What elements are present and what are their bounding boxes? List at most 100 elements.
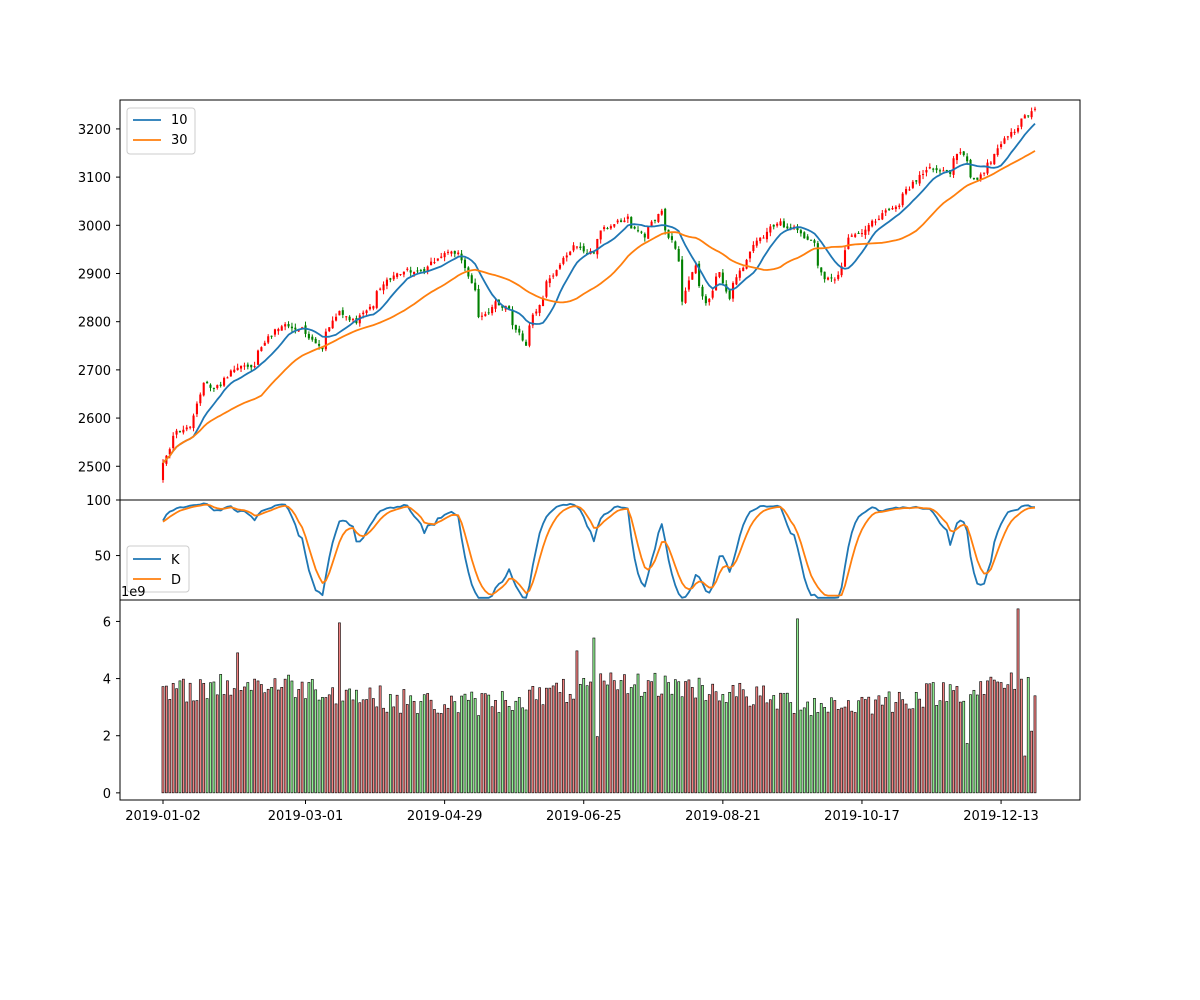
volume-bar xyxy=(884,697,888,794)
candle-body xyxy=(178,431,182,433)
candle-body xyxy=(202,382,205,396)
candle-body xyxy=(718,272,721,277)
volume-bar xyxy=(205,698,209,794)
volume-bar xyxy=(568,693,572,794)
candle-body xyxy=(955,154,959,161)
volume-bar xyxy=(589,681,592,794)
candle-body xyxy=(1003,138,1006,144)
legend-k-label: K xyxy=(171,553,180,568)
volume-bar xyxy=(263,692,267,794)
candle-body xyxy=(708,298,711,303)
kd-plot-area xyxy=(120,500,1080,600)
volume-bar xyxy=(293,697,297,794)
volume-bar xyxy=(562,678,565,794)
volume-bar xyxy=(575,650,579,794)
candle-body xyxy=(270,335,273,337)
volume-bar xyxy=(558,692,562,794)
price-y-tick-label: 3100 xyxy=(78,171,111,186)
candle-body xyxy=(871,220,874,227)
candle-body xyxy=(324,331,327,350)
candle-body xyxy=(894,206,897,209)
candle-body xyxy=(501,306,504,308)
price-y-tick-label: 2500 xyxy=(78,460,111,475)
volume-bar xyxy=(511,710,514,794)
candle-body xyxy=(467,267,470,277)
volume-bar xyxy=(321,697,324,794)
candle-body xyxy=(463,259,467,268)
candle-body xyxy=(765,231,769,240)
volume-bar xyxy=(874,699,877,794)
volume-bar xyxy=(942,682,945,794)
candle-body xyxy=(959,152,962,154)
candle-body xyxy=(260,347,263,352)
candle-body xyxy=(185,427,188,430)
volume-bar xyxy=(826,711,830,794)
candle-body xyxy=(962,151,965,156)
x-tick-label: 2019-06-25 xyxy=(546,809,622,824)
volume-bar xyxy=(226,680,229,794)
volume-bar xyxy=(796,618,799,794)
price-y-tick-label: 3200 xyxy=(78,123,111,138)
volume-bar xyxy=(358,702,362,794)
volume-bar xyxy=(687,679,691,794)
candle-body xyxy=(555,270,558,276)
volume-bar xyxy=(521,707,525,794)
volume-bar xyxy=(724,702,728,794)
volume-bar xyxy=(813,698,816,794)
candle-body xyxy=(443,253,446,258)
volume-bar xyxy=(870,713,874,794)
volume-bar xyxy=(229,694,233,794)
candle-body xyxy=(616,220,619,223)
candle-body xyxy=(345,316,348,318)
candle-body xyxy=(233,369,236,372)
candle-body xyxy=(229,370,232,377)
volume-bar xyxy=(341,700,345,794)
candle-body xyxy=(175,430,178,435)
candle-body xyxy=(1023,115,1026,119)
candle-body xyxy=(277,329,280,332)
candle-body xyxy=(972,178,975,180)
volume-bar xyxy=(595,736,599,794)
volume-bar xyxy=(680,696,684,794)
volume-bar xyxy=(514,700,518,794)
volume-bar xyxy=(314,689,318,794)
volume-bar xyxy=(609,672,613,794)
volume-bar xyxy=(361,699,365,794)
volume-bar xyxy=(1013,688,1016,794)
volume-bar xyxy=(880,704,884,794)
candle-body xyxy=(287,324,290,327)
volume-bar xyxy=(816,712,820,794)
volume-bar xyxy=(847,700,850,794)
volume-bar xyxy=(619,680,623,794)
candle-body xyxy=(538,305,541,313)
candle-body xyxy=(328,327,331,332)
volume-bar xyxy=(935,705,938,794)
price-legend: 10 30 xyxy=(126,107,196,155)
candle-body xyxy=(511,309,514,326)
volume-bar xyxy=(857,700,860,794)
candle-body xyxy=(748,251,752,259)
candle-body xyxy=(925,170,928,173)
volume-bar xyxy=(728,692,731,794)
kd-y-tick-label: 50 xyxy=(94,550,111,565)
candle-body xyxy=(657,214,660,222)
volume-bar xyxy=(701,685,704,794)
volume-bar xyxy=(741,689,745,794)
candle-body xyxy=(867,225,870,232)
candle-body xyxy=(382,284,385,291)
candle-body xyxy=(1033,108,1037,110)
candle-body xyxy=(752,244,755,252)
volume-bar xyxy=(412,701,416,794)
candle-body xyxy=(219,384,222,386)
candle-body xyxy=(643,233,646,238)
candle-body xyxy=(823,271,826,280)
volume-bar xyxy=(1020,678,1023,794)
volume-y-tick-label: 4 xyxy=(103,673,111,688)
candle-body xyxy=(711,290,714,298)
candle-body xyxy=(640,231,643,233)
volume-bar xyxy=(952,690,955,794)
candle-body xyxy=(681,259,684,302)
candle-body xyxy=(1006,136,1009,138)
volume-bar xyxy=(843,706,847,794)
volume-bar xyxy=(490,706,494,794)
